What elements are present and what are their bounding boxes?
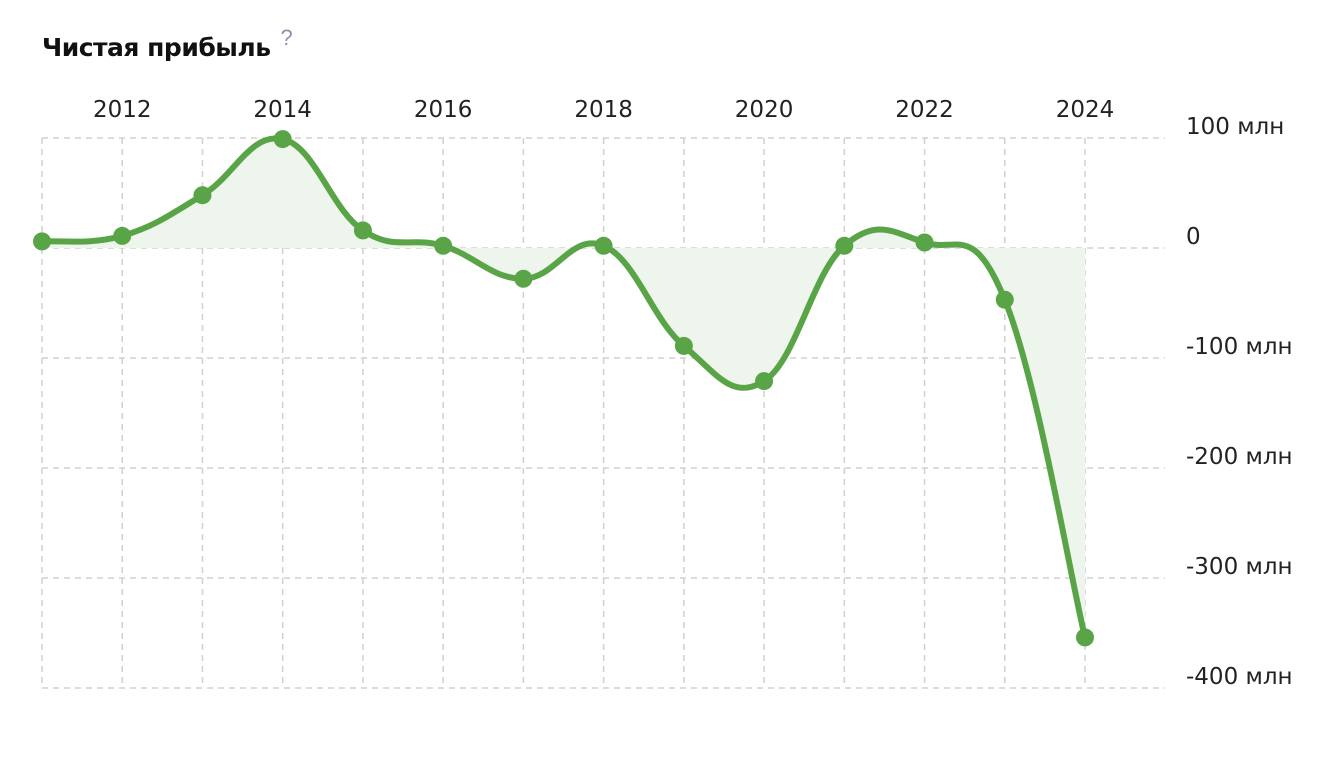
x-axis-ticks: 2012 2014 2016 2018 2020 2022 2024 [93, 97, 1114, 123]
data-point[interactable] [193, 186, 212, 205]
data-point[interactable] [594, 236, 613, 255]
x-tick-label: 2012 [93, 97, 152, 123]
y-tick-label: -200 млн [1186, 444, 1293, 470]
y-axis-ticks: 100 млн 0 -100 млн -200 млн -300 млн -400 млн [1186, 114, 1293, 690]
data-point[interactable] [113, 226, 132, 245]
data-point[interactable] [514, 269, 533, 288]
data-point[interactable] [434, 236, 453, 255]
data-point[interactable] [273, 130, 292, 149]
data-point[interactable] [755, 372, 774, 391]
data-point[interactable] [674, 336, 693, 355]
y-tick-label: 100 млн [1186, 114, 1284, 140]
data-points [33, 130, 1094, 647]
y-tick-label: -300 млн [1186, 554, 1293, 580]
y-tick-label: 0 [1186, 224, 1201, 250]
data-point[interactable] [33, 232, 51, 251]
data-point[interactable] [915, 233, 934, 252]
chart-header: Чистая прибыль ? [42, 24, 293, 72]
x-tick-label: 2016 [414, 97, 473, 123]
data-point[interactable] [353, 221, 372, 240]
y-tick-label: -100 млн [1186, 334, 1293, 360]
x-tick-label: 2018 [574, 97, 633, 123]
x-tick-label: 2020 [735, 97, 794, 123]
y-tick-label: -400 млн [1186, 664, 1293, 690]
data-point[interactable] [835, 236, 854, 255]
x-tick-label: 2022 [895, 97, 954, 123]
data-point[interactable] [995, 290, 1014, 309]
help-icon[interactable]: ? [280, 25, 293, 50]
x-tick-label: 2024 [1056, 97, 1115, 123]
x-tick-label: 2014 [253, 97, 312, 123]
chart-title: Чистая прибыль [42, 33, 271, 62]
data-point[interactable] [1076, 628, 1094, 647]
area-fill [42, 138, 1085, 638]
